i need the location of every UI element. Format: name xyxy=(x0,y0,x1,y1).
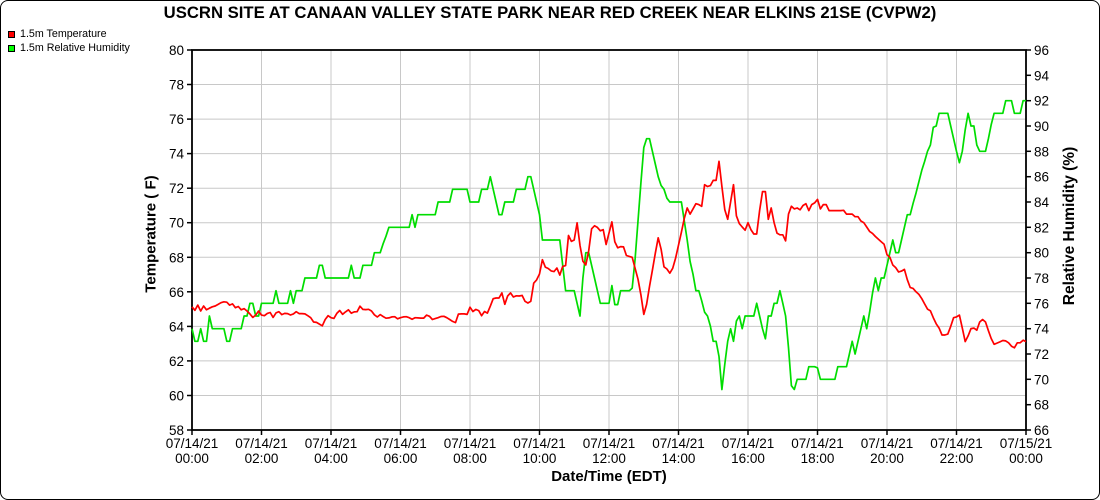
svg-text:90: 90 xyxy=(1034,119,1049,134)
svg-text:07/14/21: 07/14/21 xyxy=(722,436,775,451)
svg-text:92: 92 xyxy=(1034,94,1049,109)
svg-text:60: 60 xyxy=(169,389,184,404)
svg-text:58: 58 xyxy=(169,423,184,438)
svg-text:88: 88 xyxy=(1034,144,1049,159)
svg-text:18:00: 18:00 xyxy=(801,451,835,466)
svg-text:96: 96 xyxy=(1034,43,1049,58)
svg-text:04:00: 04:00 xyxy=(314,451,348,466)
svg-text:12:00: 12:00 xyxy=(592,451,626,466)
svg-text:78: 78 xyxy=(1034,271,1049,286)
svg-text:68: 68 xyxy=(1034,398,1049,413)
svg-text:82: 82 xyxy=(1034,220,1049,235)
svg-text:72: 72 xyxy=(1034,347,1049,362)
svg-text:74: 74 xyxy=(1034,322,1050,337)
svg-text:07/14/21: 07/14/21 xyxy=(305,436,358,451)
svg-text:07/14/21: 07/14/21 xyxy=(652,436,705,451)
svg-text:07/14/21: 07/14/21 xyxy=(583,436,636,451)
svg-text:07/15/21: 07/15/21 xyxy=(1000,436,1053,451)
svg-text:08:00: 08:00 xyxy=(453,451,487,466)
svg-text:64: 64 xyxy=(169,319,185,334)
svg-text:70: 70 xyxy=(1034,372,1049,387)
svg-text:00:00: 00:00 xyxy=(175,451,209,466)
svg-text:76: 76 xyxy=(1034,296,1049,311)
svg-text:06:00: 06:00 xyxy=(384,451,418,466)
svg-text:07/14/21: 07/14/21 xyxy=(791,436,844,451)
svg-text:07/14/21: 07/14/21 xyxy=(444,436,497,451)
svg-text:76: 76 xyxy=(169,112,184,127)
svg-text:84: 84 xyxy=(1034,195,1050,210)
svg-text:66: 66 xyxy=(169,285,184,300)
svg-text:80: 80 xyxy=(1034,246,1049,261)
svg-text:07/14/21: 07/14/21 xyxy=(235,436,288,451)
svg-text:80: 80 xyxy=(169,43,184,58)
svg-text:68: 68 xyxy=(169,250,184,265)
svg-text:07/14/21: 07/14/21 xyxy=(930,436,983,451)
svg-text:20:00: 20:00 xyxy=(870,451,904,466)
svg-text:00:00: 00:00 xyxy=(1009,451,1043,466)
svg-text:72: 72 xyxy=(169,181,184,196)
svg-text:10:00: 10:00 xyxy=(523,451,557,466)
svg-text:16:00: 16:00 xyxy=(731,451,765,466)
svg-text:74: 74 xyxy=(169,147,185,162)
svg-text:07/14/21: 07/14/21 xyxy=(861,436,914,451)
svg-text:07/14/21: 07/14/21 xyxy=(166,436,219,451)
svg-text:07/14/21: 07/14/21 xyxy=(374,436,427,451)
svg-text:02:00: 02:00 xyxy=(245,451,279,466)
svg-text:66: 66 xyxy=(1034,423,1049,438)
svg-text:14:00: 14:00 xyxy=(662,451,696,466)
svg-text:86: 86 xyxy=(1034,170,1049,185)
svg-text:62: 62 xyxy=(169,354,184,369)
svg-text:22:00: 22:00 xyxy=(940,451,974,466)
svg-text:70: 70 xyxy=(169,216,184,231)
svg-text:94: 94 xyxy=(1034,68,1050,83)
svg-text:07/14/21: 07/14/21 xyxy=(513,436,566,451)
svg-text:78: 78 xyxy=(169,78,184,93)
